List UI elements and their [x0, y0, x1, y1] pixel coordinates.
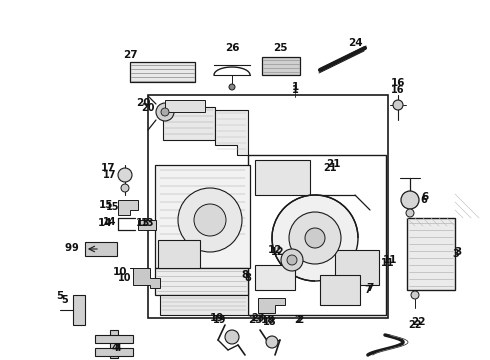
- Circle shape: [225, 330, 239, 344]
- Circle shape: [121, 184, 129, 192]
- Text: 19: 19: [213, 315, 227, 325]
- Text: 12: 12: [271, 247, 285, 257]
- Text: 13: 13: [136, 218, 150, 228]
- Bar: [165, 100, 205, 112]
- Text: 18: 18: [261, 315, 275, 325]
- Text: 18: 18: [263, 317, 277, 327]
- Text: 3: 3: [453, 249, 460, 259]
- Circle shape: [178, 188, 242, 252]
- Circle shape: [272, 195, 358, 281]
- Circle shape: [411, 291, 419, 299]
- Text: 26: 26: [225, 43, 239, 53]
- Bar: [320, 275, 360, 305]
- Polygon shape: [215, 110, 248, 155]
- Text: 6: 6: [420, 195, 427, 205]
- Text: 7: 7: [365, 285, 371, 295]
- Text: 21: 21: [326, 159, 340, 169]
- Text: 23: 23: [248, 315, 262, 325]
- Text: 14: 14: [98, 218, 112, 228]
- Text: 19: 19: [210, 313, 224, 323]
- Text: 20: 20: [141, 103, 155, 113]
- Bar: [95, 335, 133, 343]
- Text: 22: 22: [408, 320, 422, 330]
- Text: 2: 2: [294, 315, 301, 325]
- Text: 10: 10: [113, 267, 127, 277]
- Circle shape: [305, 228, 325, 248]
- Text: 24: 24: [348, 38, 362, 48]
- Text: 16: 16: [391, 78, 405, 88]
- Text: 15: 15: [106, 202, 120, 212]
- Text: 4: 4: [111, 343, 119, 353]
- Text: 6: 6: [421, 192, 429, 202]
- Text: 9: 9: [72, 243, 78, 253]
- Bar: [335, 250, 379, 285]
- Bar: [255, 265, 295, 290]
- Text: 27: 27: [122, 50, 137, 60]
- Polygon shape: [118, 200, 138, 215]
- Text: 8: 8: [242, 270, 248, 280]
- Bar: [73, 295, 85, 325]
- Circle shape: [401, 191, 419, 209]
- Circle shape: [287, 255, 297, 265]
- Bar: [155, 165, 250, 268]
- Text: 16: 16: [391, 85, 405, 95]
- Bar: [248, 155, 386, 315]
- Circle shape: [194, 204, 226, 236]
- Text: 12: 12: [268, 245, 282, 255]
- Text: 1: 1: [292, 82, 298, 92]
- Text: 10: 10: [118, 273, 132, 283]
- Bar: [130, 62, 195, 82]
- Text: 21: 21: [323, 163, 337, 173]
- Bar: [110, 330, 118, 358]
- Bar: [148, 95, 388, 318]
- Text: 5: 5: [62, 295, 69, 305]
- Circle shape: [281, 249, 303, 271]
- Bar: [262, 57, 300, 75]
- Text: 23: 23: [251, 313, 265, 323]
- Circle shape: [289, 212, 341, 264]
- Text: 3: 3: [454, 247, 462, 257]
- Text: 4: 4: [115, 343, 122, 353]
- Text: 14: 14: [103, 217, 117, 227]
- Text: 22: 22: [411, 317, 425, 327]
- Text: 11: 11: [381, 258, 395, 268]
- Bar: [155, 268, 248, 295]
- Circle shape: [393, 100, 403, 110]
- Circle shape: [118, 168, 132, 182]
- Circle shape: [161, 108, 169, 116]
- Text: 25: 25: [273, 43, 287, 53]
- Text: 11: 11: [383, 255, 397, 265]
- Bar: [138, 220, 156, 230]
- Bar: [95, 348, 133, 356]
- Text: 5: 5: [56, 291, 64, 301]
- Text: 1: 1: [292, 85, 298, 95]
- Text: 15: 15: [99, 200, 113, 210]
- Bar: [407, 218, 455, 290]
- Bar: [85, 242, 117, 256]
- Text: 17: 17: [103, 170, 117, 180]
- Text: 8: 8: [245, 273, 251, 283]
- Text: 13: 13: [141, 218, 155, 228]
- Bar: [160, 295, 248, 315]
- Text: 17: 17: [100, 163, 115, 173]
- Circle shape: [229, 84, 235, 90]
- Text: 2: 2: [296, 315, 304, 325]
- Polygon shape: [258, 298, 285, 313]
- Bar: [158, 240, 200, 268]
- Text: 20: 20: [136, 98, 150, 108]
- Circle shape: [406, 209, 414, 217]
- Text: 7: 7: [367, 283, 374, 293]
- Text: 9: 9: [65, 243, 72, 253]
- Circle shape: [156, 103, 174, 121]
- Polygon shape: [130, 268, 160, 288]
- Bar: [163, 107, 215, 140]
- Circle shape: [266, 336, 278, 348]
- Bar: [255, 160, 310, 195]
